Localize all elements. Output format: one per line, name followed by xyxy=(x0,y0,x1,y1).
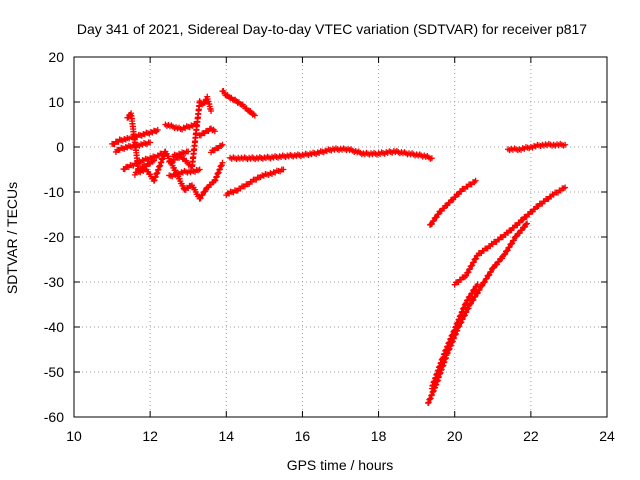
data-point xyxy=(202,188,209,195)
x-tick-label: 10 xyxy=(66,428,82,444)
y-tick-label: 20 xyxy=(48,49,64,65)
series-track xyxy=(451,184,569,288)
data-point xyxy=(196,166,203,173)
series-track xyxy=(425,220,531,407)
series-track xyxy=(166,93,215,170)
data-point xyxy=(219,159,226,166)
data-point xyxy=(201,99,208,106)
series-track xyxy=(428,281,481,392)
y-tick-label: 0 xyxy=(56,139,64,155)
y-tick-label: -20 xyxy=(44,229,64,245)
data-point xyxy=(469,262,476,269)
data-point xyxy=(510,237,517,244)
x-tick-label: 16 xyxy=(295,428,311,444)
data-point xyxy=(149,158,156,165)
x-tick-label: 14 xyxy=(218,428,234,444)
y-tick-label: 10 xyxy=(48,94,64,110)
x-tick-label: 12 xyxy=(142,428,158,444)
data-point xyxy=(524,220,531,227)
series-track xyxy=(196,125,218,139)
data-point xyxy=(523,221,530,228)
data-point xyxy=(466,265,473,272)
data-point xyxy=(474,281,481,288)
data-point xyxy=(473,255,480,262)
x-tick-label: 24 xyxy=(599,428,615,444)
series-track xyxy=(223,166,287,199)
data-point xyxy=(509,240,516,247)
data-point xyxy=(474,289,481,296)
data-point xyxy=(219,141,226,148)
data-point xyxy=(472,177,479,184)
data-point xyxy=(488,268,495,275)
data-point xyxy=(481,278,488,285)
axis-ticks xyxy=(73,56,608,418)
data-point xyxy=(463,300,470,307)
y-tick-label: -10 xyxy=(44,184,64,200)
data-point xyxy=(197,195,204,202)
data-point xyxy=(504,247,511,254)
data-point xyxy=(428,155,435,162)
x-axis-label: GPS time / hours xyxy=(287,457,394,473)
series-track xyxy=(426,177,479,228)
y-tick-label: -50 xyxy=(44,364,64,380)
grid-lines xyxy=(74,57,607,417)
data-point xyxy=(469,290,476,297)
y-axis-label: SDTVAR / TECUs xyxy=(4,182,20,294)
data-point xyxy=(428,220,435,227)
series-track xyxy=(124,110,226,202)
y-tick-label: -40 xyxy=(44,319,64,335)
series-track xyxy=(162,121,199,133)
x-tick-label: 22 xyxy=(523,428,539,444)
data-point xyxy=(465,269,472,276)
plot-frame xyxy=(73,56,608,418)
data-point xyxy=(433,214,440,221)
data-point xyxy=(185,148,192,155)
data-point xyxy=(199,191,206,198)
data-point xyxy=(486,271,493,278)
data-point xyxy=(280,166,287,173)
data-point xyxy=(211,128,218,135)
data-points xyxy=(109,87,569,407)
data-point xyxy=(479,282,486,289)
y-tick-label: -30 xyxy=(44,274,64,290)
data-point xyxy=(464,296,471,303)
data-point xyxy=(150,157,157,164)
y-tick-label: -60 xyxy=(44,409,64,425)
series-track xyxy=(208,141,226,156)
x-tick-label: 18 xyxy=(371,428,387,444)
data-point xyxy=(471,286,478,293)
data-point xyxy=(208,108,215,114)
data-point xyxy=(218,142,225,149)
data-point xyxy=(467,293,474,300)
data-point xyxy=(562,184,569,191)
data-point xyxy=(154,126,161,133)
data-point xyxy=(147,139,154,146)
data-point xyxy=(502,251,509,258)
x-tick-label: 20 xyxy=(447,428,463,444)
data-point xyxy=(470,259,477,266)
data-point xyxy=(470,296,477,303)
data-point xyxy=(430,217,437,224)
data-point xyxy=(506,244,513,251)
data-point xyxy=(483,275,490,282)
data-point xyxy=(562,141,569,148)
data-point xyxy=(463,272,470,279)
series-track xyxy=(227,145,435,163)
series-track xyxy=(505,140,569,154)
tick-labels: 10 12 14 16 18 20 22 24 20 10 0 -10 -20 -30 -40 -50 -60 xyxy=(44,49,615,444)
data-point xyxy=(251,112,258,119)
series-track xyxy=(219,87,258,119)
chart-title: Day 341 of 2021, Sidereal Day-to-day VTE… xyxy=(77,21,587,37)
